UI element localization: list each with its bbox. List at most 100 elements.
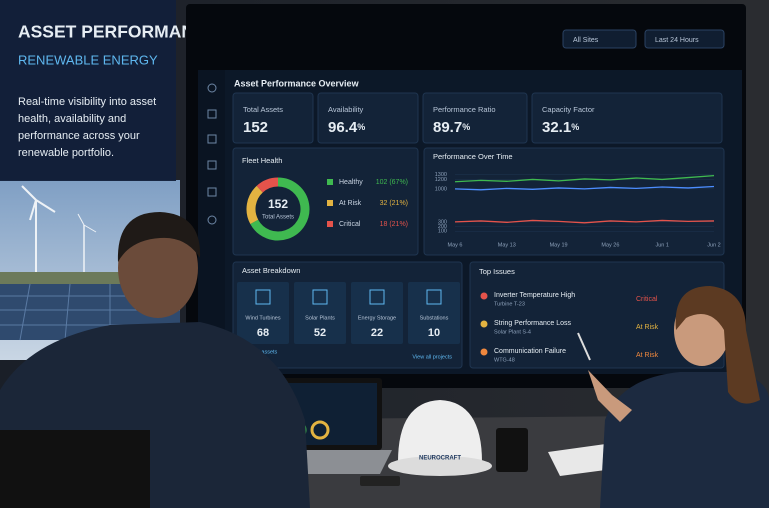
text-panel [0, 0, 176, 181]
donut-segment [250, 177, 310, 241]
link[interactable]: View all projects [412, 354, 452, 360]
card-title: Asset Breakdown [242, 266, 300, 275]
issue-title: Inverter Temperature High [494, 292, 575, 299]
card [232, 92, 314, 144]
asset-value: 22 [371, 327, 383, 339]
legend-name: Healthy [339, 179, 363, 186]
legend-value: 18 (21%) [380, 221, 408, 228]
sidebar-icons [207, 83, 217, 225]
y-tick-label: 1000 [435, 186, 447, 192]
subtitle: RENEWABLE ENERGY [18, 52, 158, 67]
legend-swatch [327, 221, 333, 227]
asset-icon [312, 289, 328, 305]
kpi-number: 89.7 [433, 119, 462, 136]
filter-label: Last 24 Hours [655, 37, 699, 44]
legend-name: Critical [339, 221, 361, 228]
phone [360, 476, 400, 486]
series-line [454, 219, 715, 224]
card [422, 92, 528, 144]
y-tick-label: 100 [438, 229, 447, 235]
asset-value: 68 [257, 327, 269, 339]
card [531, 92, 723, 144]
series-line [454, 175, 715, 183]
legend-value: 102 (67%) [376, 179, 408, 186]
y-tick-label: 1300 [435, 172, 447, 178]
man-hair [117, 212, 201, 262]
kpi-number: 152 [243, 119, 268, 136]
asset-icon [426, 289, 442, 305]
x-tick-label: May 6 [448, 242, 463, 248]
asset-icon [369, 289, 385, 305]
kpi-unit: % [462, 122, 470, 132]
issue-asset: Turbine T-23 [494, 301, 525, 307]
legend-value: 32 (21%) [380, 200, 408, 207]
kpi-value: 152 [243, 119, 268, 136]
turbines [21, 185, 97, 275]
woman-body [600, 372, 769, 508]
dashboard-content: All Sites Last 24 Hours Total Assets 152 Ava… [232, 29, 725, 369]
hardhat-brim [388, 456, 492, 476]
legend-name: At Risk [339, 200, 362, 207]
card [232, 147, 419, 256]
y-tick-label: 1200 [435, 177, 447, 183]
kpi-number: 96.4 [328, 119, 358, 136]
legend-swatch [327, 179, 333, 185]
filter-label: All Sites [573, 37, 599, 44]
asset-tile [351, 282, 403, 344]
kpi-value: 96.4% [328, 119, 365, 136]
asset-tile [408, 282, 460, 344]
kpi-label: Capacity Factor [542, 105, 595, 114]
kpi-label: Performance Ratio [433, 105, 496, 114]
issue-title: Communication Failure [494, 348, 566, 355]
issue-status: At Risk [636, 352, 659, 359]
x-tick-label: Jun 1 [655, 242, 668, 248]
mug [496, 428, 528, 472]
legend-swatch [327, 200, 333, 206]
x-tick-label: May 26 [601, 242, 619, 248]
donut-total: 152 [268, 197, 288, 211]
kpi-value: 89.7% [433, 119, 470, 136]
kpi-unit: % [571, 122, 579, 132]
kpi-label: Total Assets [243, 105, 283, 114]
x-tick-label: Jun 2 [707, 242, 720, 248]
issue-title: String Performance Loss [494, 320, 572, 327]
card-title: Top Issues [479, 267, 515, 276]
issue-asset: Solar Plant S-4 [494, 329, 531, 335]
asset-label: Substations [420, 315, 449, 321]
asset-label: Wind Turbines [245, 315, 280, 321]
asset-label: Energy Storage [358, 315, 396, 321]
x-tick-label: May 13 [498, 242, 516, 248]
filter[interactable] [562, 29, 637, 49]
description: Real-time visibility into asset health, … [18, 96, 157, 159]
kpi-label: Availability [328, 105, 364, 114]
card [232, 261, 463, 369]
woman-arm [588, 370, 632, 422]
filter[interactable] [644, 29, 725, 49]
asset-label: Solar Plants [305, 315, 335, 321]
kpi-unit: % [357, 122, 365, 132]
donut-segment [256, 177, 279, 193]
donut-segment [246, 185, 263, 224]
chair [0, 430, 150, 508]
card-title: Fleet Health [242, 156, 282, 165]
donut-total-label: Total Assets [262, 215, 294, 221]
issue-icon [480, 292, 488, 300]
hardhat-logo: NEUROCRAFT [419, 456, 461, 462]
card [423, 147, 725, 256]
issue-asset: WTG-48 [494, 357, 515, 363]
kpi-value: 32.1% [542, 119, 579, 136]
kpi-number: 32.1 [542, 119, 571, 136]
asset-icon [255, 289, 271, 305]
issue-status: At Risk [636, 324, 659, 331]
hardhat [398, 400, 482, 462]
card [317, 92, 419, 144]
issue-icon [480, 348, 488, 356]
issue-status: Critical [636, 296, 658, 303]
y-tick-label: 300 [438, 219, 447, 225]
asset-value: 10 [428, 327, 440, 339]
chart-title: Performance Over Time [433, 152, 513, 161]
dashboard-title: Asset Performance Overview [234, 78, 360, 88]
pen [577, 332, 591, 361]
woman-hair [675, 286, 760, 404]
